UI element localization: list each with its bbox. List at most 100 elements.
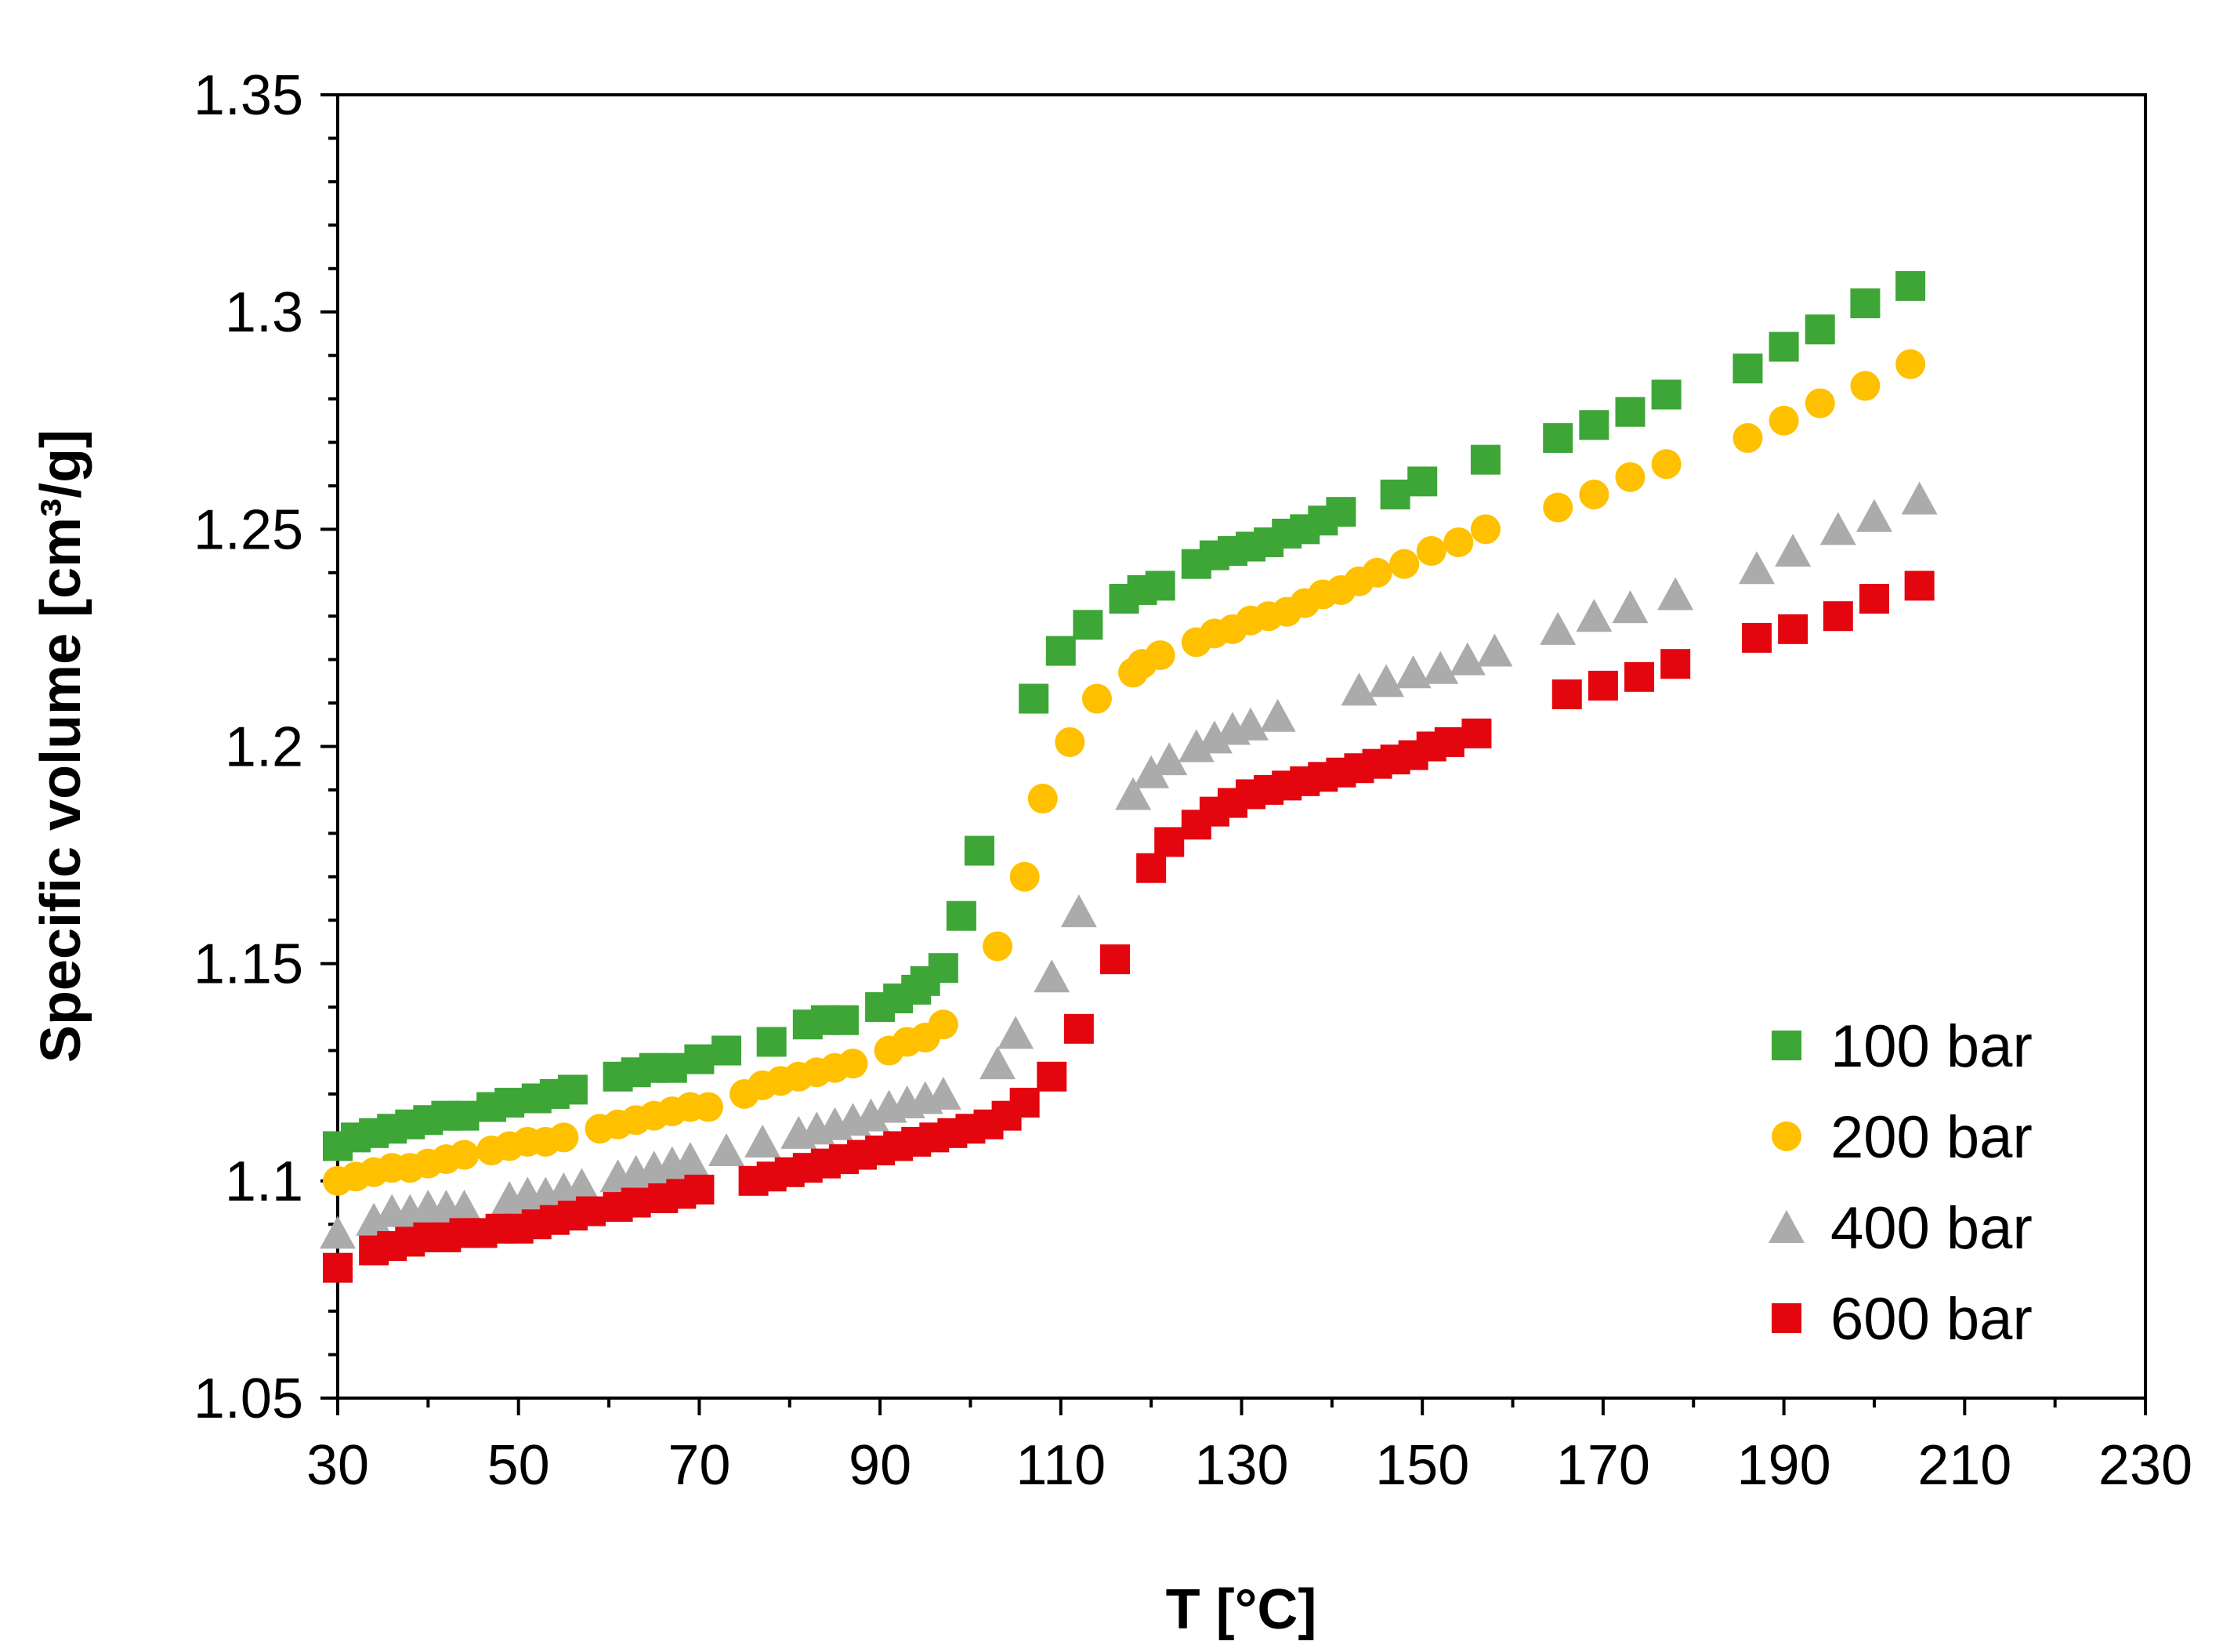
point-600-bar (1904, 571, 1935, 601)
legend-item-200-bar: 200 bar (1772, 1104, 2033, 1171)
point-400-bar (1476, 633, 1513, 667)
axis-tick-labels: 30 50 70 90 110 130 150 170 190 210 230 1.05 1.1 1.15… (194, 64, 2192, 1497)
legend: 100 bar 200 bar 400 bar 600 bar (1769, 1013, 2033, 1353)
x-tick-label: 90 (849, 1434, 911, 1497)
point-100-bar (1579, 410, 1609, 440)
x-tick-label: 210 (1917, 1434, 2011, 1497)
point-600-bar (1660, 649, 1691, 679)
point-100-bar (1407, 466, 1438, 497)
point-600-bar (323, 1252, 353, 1283)
point-600-bar (1624, 661, 1655, 692)
point-200-bar (983, 931, 1013, 962)
point-100-bar (828, 1005, 859, 1035)
point-100-bar (1326, 497, 1356, 527)
point-100-bar (1145, 571, 1175, 601)
legend-label: 400 bar (1830, 1195, 2033, 1262)
point-200-bar (838, 1049, 868, 1079)
x-tick-label: 70 (668, 1434, 730, 1497)
point-400-bar (708, 1133, 745, 1167)
point-400-bar (356, 1202, 393, 1236)
point-400-bar (1233, 707, 1269, 741)
point-600-bar (1551, 679, 1582, 709)
point-400-bar (1178, 729, 1215, 763)
data-points (320, 270, 1938, 1283)
point-200-bar (1389, 549, 1420, 579)
point-400-bar (446, 1190, 483, 1223)
axis-ticks (320, 93, 2147, 1415)
legend-item-400-bar: 400 bar (1769, 1195, 2033, 1262)
point-600-bar (1461, 718, 1492, 748)
x-tick-label: 190 (1737, 1434, 1831, 1497)
x-tick-label: 130 (1194, 1434, 1288, 1497)
point-400-bar (1133, 755, 1170, 788)
point-400-bar (1151, 742, 1188, 776)
point-200-bar (1009, 861, 1040, 892)
point-100-bar (1805, 314, 1835, 345)
point-200-bar (549, 1122, 579, 1153)
point-600-bar (1037, 1061, 1067, 1092)
legend-item-600-bar: 600 bar (1772, 1286, 2033, 1353)
point-600-bar (1778, 614, 1808, 644)
point-600-bar (1859, 584, 1889, 614)
point-400-bar (1738, 551, 1775, 585)
point-200-bar (1027, 784, 1058, 814)
point-400-bar (1540, 611, 1577, 645)
x-tick-label: 230 (2098, 1434, 2192, 1497)
point-200-bar (693, 1092, 723, 1122)
point-400-bar (1395, 655, 1432, 689)
point-600-bar (1009, 1088, 1040, 1118)
point-100-bar (657, 1052, 687, 1083)
point-400-bar (1576, 599, 1613, 632)
point-200-bar (1362, 557, 1392, 588)
point-100-bar (449, 1100, 480, 1131)
point-600-bar (1434, 726, 1465, 757)
point-600-bar (621, 1187, 651, 1218)
point-400-bar (1341, 672, 1378, 706)
point-100-bar (928, 953, 958, 984)
legend-label: 100 bar (1830, 1013, 2033, 1080)
point-600-bar (1100, 944, 1131, 975)
point-100-bar (494, 1088, 525, 1118)
x-tick-label: 170 (1556, 1434, 1650, 1497)
series-100-bar (323, 270, 1926, 1161)
point-200-bar (1732, 422, 1763, 453)
series-200-bar (323, 349, 1926, 1196)
point-200-bar (1850, 371, 1881, 401)
point-400-bar (1819, 512, 1856, 545)
series-400-bar (320, 481, 1938, 1249)
point-400-bar (1612, 590, 1649, 624)
point-200-bar (1579, 479, 1609, 509)
point-400-bar (744, 1124, 781, 1157)
point-200-bar (1081, 683, 1112, 714)
y-tick-label: 1.35 (194, 64, 303, 127)
point-100-bar (1732, 353, 1763, 384)
point-100-bar (1073, 610, 1103, 640)
point-600-bar (1741, 622, 1772, 653)
legend-label: 200 bar (1830, 1104, 2033, 1171)
point-400-bar (1901, 481, 1938, 515)
x-tick-label: 110 (1016, 1434, 1106, 1497)
point-200-bar (449, 1139, 480, 1170)
x-tick-label: 50 (487, 1434, 550, 1497)
point-400-bar (1034, 959, 1070, 993)
point-100-bar (1850, 288, 1881, 319)
point-100-bar (1380, 479, 1410, 509)
point-400-bar (1449, 642, 1486, 676)
point-400-bar (853, 1098, 889, 1132)
point-200-bar (928, 1009, 958, 1040)
point-400-bar (979, 1046, 1016, 1080)
point-200-bar (1805, 388, 1835, 418)
point-200-bar (1651, 449, 1682, 480)
point-100-bar (1470, 444, 1501, 475)
legend-label: 600 bar (1830, 1286, 2033, 1353)
point-200-bar (1615, 462, 1646, 492)
point-100-bar (1895, 270, 1926, 301)
point-400-bar (1115, 777, 1152, 810)
point-600-bar (1063, 1013, 1094, 1044)
point-600-bar (1154, 827, 1185, 857)
point-100-bar (1651, 379, 1682, 410)
y-tick-label: 1.3 (225, 281, 303, 344)
y-axis-title: Specific volume [cm³/g] (30, 429, 92, 1063)
point-100-bar (684, 1044, 715, 1074)
series-600-bar (323, 571, 1935, 1283)
